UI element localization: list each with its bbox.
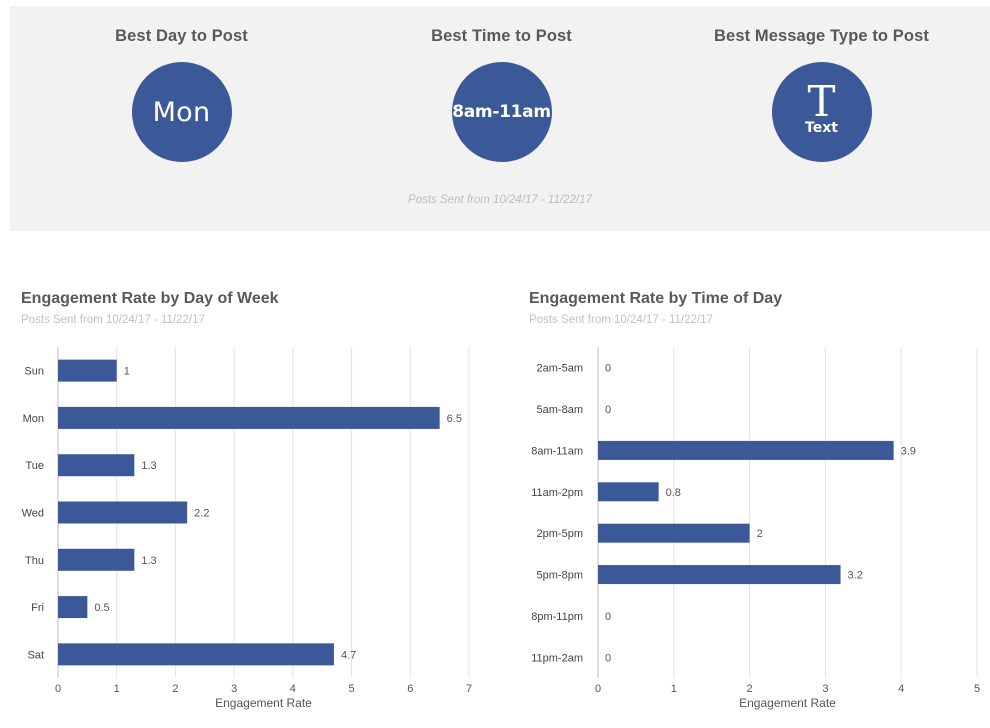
best-message-type-value: Text xyxy=(805,120,838,136)
best-time-circle: 8am-11am xyxy=(451,62,552,162)
day-chart-bar xyxy=(58,596,88,619)
day-chart-bar xyxy=(58,643,334,666)
day-chart-category-label: Sat xyxy=(27,649,44,661)
day-chart-x-tick-label: 5 xyxy=(349,683,355,695)
day-chart-bar xyxy=(58,454,135,477)
day-chart-data-label: 1 xyxy=(124,366,130,378)
day-chart-category-label: Fri xyxy=(31,602,44,614)
day-chart-bar xyxy=(58,501,188,524)
time-chart-subtitle: Posts Sent from 10/24/17 - 11/22/17 xyxy=(529,314,713,326)
day-chart-x-tick-label: 1 xyxy=(114,683,120,695)
best-day-title: Best Day to Post xyxy=(115,27,248,45)
day-chart-data-label: 1.3 xyxy=(141,555,156,567)
day-chart-data-label: 4.7 xyxy=(341,649,356,661)
day-chart-x-tick-label: 3 xyxy=(231,683,237,695)
day-chart-x-axis-title: Engagement Rate xyxy=(215,696,312,710)
best-message-type-card: Best Message Type to Post T Text xyxy=(658,6,985,162)
best-time-card: Best Time to Post 8am-11am xyxy=(338,6,665,162)
day-chart-title: Engagement Rate by Day of Week xyxy=(21,290,279,307)
day-chart-bar xyxy=(58,406,440,429)
best-posting-summary: Best Day to Post Mon Best Time to Post 8… xyxy=(10,6,990,231)
day-chart-x-tick-label: 4 xyxy=(290,683,296,695)
summary-date-range: Posts Sent from 10/24/17 - 11/22/17 xyxy=(408,194,592,206)
day-chart-category-label: Wed xyxy=(22,508,44,520)
day-chart-data-label: 1.3 xyxy=(141,460,156,472)
best-time-value: 8am-11am xyxy=(452,102,551,122)
day-chart-category-label: Mon xyxy=(23,413,44,425)
day-chart-x-tick-label: 7 xyxy=(466,683,472,695)
day-chart-bar xyxy=(58,359,117,382)
best-message-type-title: Best Message Type to Post xyxy=(714,27,929,45)
day-chart-category-label: Thu xyxy=(25,555,44,567)
best-message-type-circle: T Text xyxy=(771,62,872,162)
day-chart-data-label: 6.5 xyxy=(447,413,462,425)
time-chart-title: Engagement Rate by Time of Day xyxy=(529,290,783,307)
day-chart-category-label: Tue xyxy=(25,460,44,472)
day-chart-subtitle: Posts Sent from 10/24/17 - 11/22/17 xyxy=(21,314,205,326)
best-time-title: Best Time to Post xyxy=(431,27,572,45)
day-chart-data-label: 2.2 xyxy=(194,508,209,520)
best-day-card: Best Day to Post Mon xyxy=(18,6,345,162)
best-day-circle: Mon xyxy=(131,62,232,162)
day-chart-x-tick-label: 6 xyxy=(407,683,413,695)
text-type-icon: T xyxy=(807,77,836,126)
day-chart-bar xyxy=(58,548,135,571)
day-chart-x-tick-label: 2 xyxy=(172,683,178,695)
best-day-value: Mon xyxy=(152,96,211,128)
day-chart-data-label: 0.5 xyxy=(94,602,109,614)
day-chart-category-label: Sun xyxy=(24,366,44,378)
day-chart-x-tick-label: 0 xyxy=(55,683,61,695)
